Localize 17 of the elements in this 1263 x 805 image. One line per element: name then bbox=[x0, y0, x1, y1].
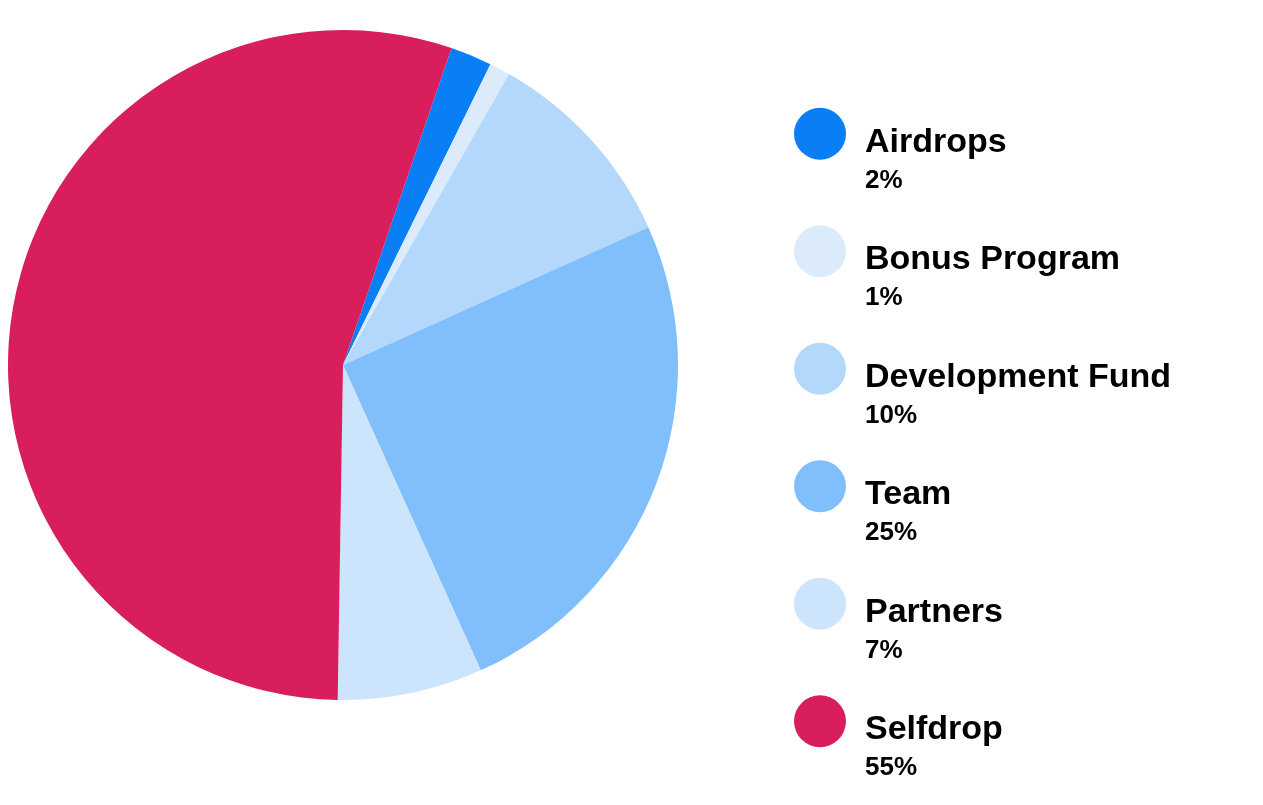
pie-slice bbox=[337, 365, 481, 700]
data-label: 1% bbox=[865, 281, 903, 312]
pie-slice bbox=[343, 48, 491, 365]
data-label: 2% bbox=[865, 163, 903, 194]
legend-label: Selfdrop bbox=[865, 708, 1003, 747]
data-label: 10% bbox=[865, 398, 918, 429]
data-label: 25% bbox=[865, 516, 918, 547]
data-label: 55% bbox=[865, 751, 918, 782]
pie-slice bbox=[343, 227, 678, 671]
legend-label: Team bbox=[865, 473, 952, 512]
pie-slice bbox=[8, 30, 452, 700]
legend-label: Development Fund bbox=[865, 355, 1172, 394]
legend-label: Partners bbox=[865, 590, 1003, 629]
legend-label: Bonus Program bbox=[865, 238, 1121, 277]
data-label: 7% bbox=[865, 633, 903, 664]
pie-slice bbox=[343, 74, 649, 365]
legend-label: Airdrops bbox=[865, 120, 1007, 159]
